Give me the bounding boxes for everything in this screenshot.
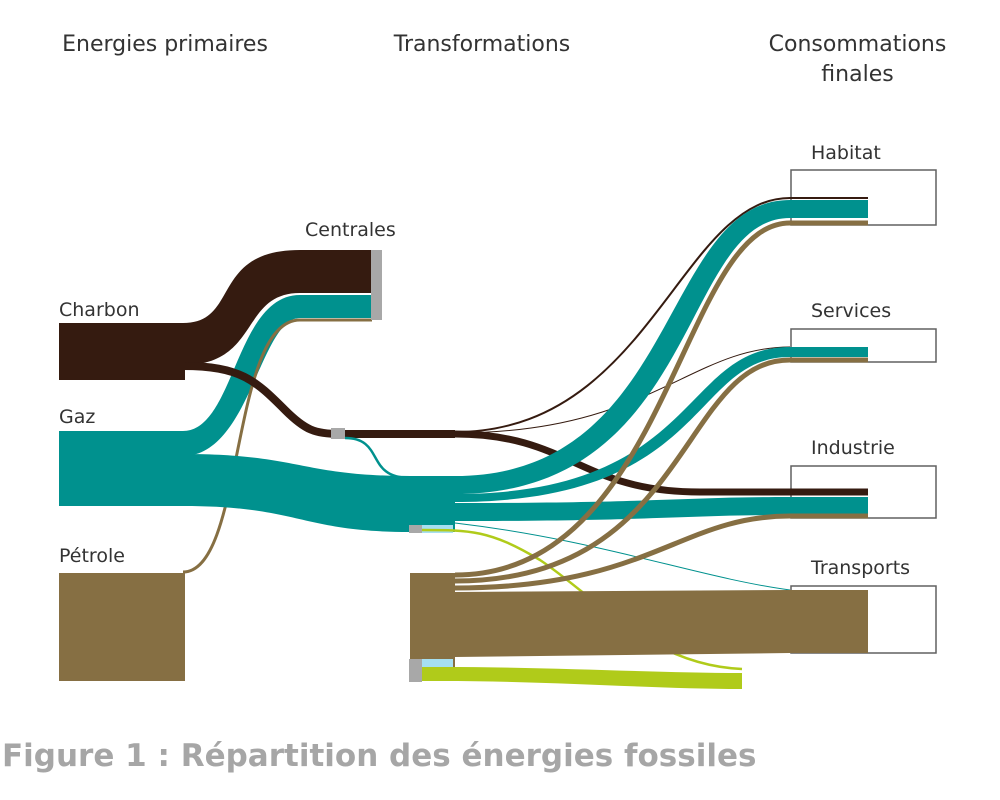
- gaz-transformation-node: [410, 476, 455, 532]
- label-petrole: Pétrole: [59, 545, 125, 567]
- gaz-node: [59, 431, 185, 506]
- heat-node-2: [422, 659, 453, 667]
- flow-charbon-industrie: [454, 430, 868, 496]
- flow-gaz-transports: [454, 522, 791, 591]
- label-services: Services: [811, 300, 892, 322]
- label-gaz: Gaz: [59, 406, 96, 428]
- electricity-node-1: [409, 525, 422, 533]
- centrales-node: [371, 250, 382, 320]
- flow-gaz-transformation: [183, 454, 410, 532]
- column-heading-primary: Energies primaires: [62, 32, 268, 57]
- flow-petrole-industrie: [454, 513, 868, 591]
- flow-charbon-centrales: [183, 250, 372, 365]
- flow-petrole-habitat: [454, 220, 868, 578]
- flow-petrole-transports: [455, 590, 868, 657]
- flow-charbon-services: [454, 346, 791, 434]
- flow-gaz-habitat: [455, 200, 868, 494]
- flow-petrole-centrales: [182, 318, 372, 574]
- column-heading-transformations: Transformations: [393, 32, 571, 57]
- charbon-transformation-node: [331, 428, 345, 439]
- flow-petrole-services: [454, 357, 868, 584]
- label-centrales: Centrales: [305, 219, 396, 241]
- flow-biofuel-main: [422, 667, 742, 689]
- charbon-node: [59, 323, 185, 380]
- column-heading-final: Consommations finales: [768, 32, 947, 87]
- label-industrie: Industrie: [811, 437, 895, 459]
- figure-caption: Figure 1 : Répartition des énergies foss…: [2, 738, 757, 774]
- flow-gaz-small: [344, 436, 411, 480]
- electricity-node-2: [409, 659, 422, 682]
- label-habitat: Habitat: [811, 142, 881, 164]
- label-charbon: Charbon: [59, 299, 140, 321]
- flow-gaz-centrales: [183, 295, 372, 456]
- petrole-node: [59, 573, 185, 681]
- flow-charbon-transformation: [182, 362, 455, 438]
- label-transports: Transports: [811, 557, 911, 579]
- services-box: [790, 328, 937, 363]
- flow-charbon-habitat: [454, 197, 868, 433]
